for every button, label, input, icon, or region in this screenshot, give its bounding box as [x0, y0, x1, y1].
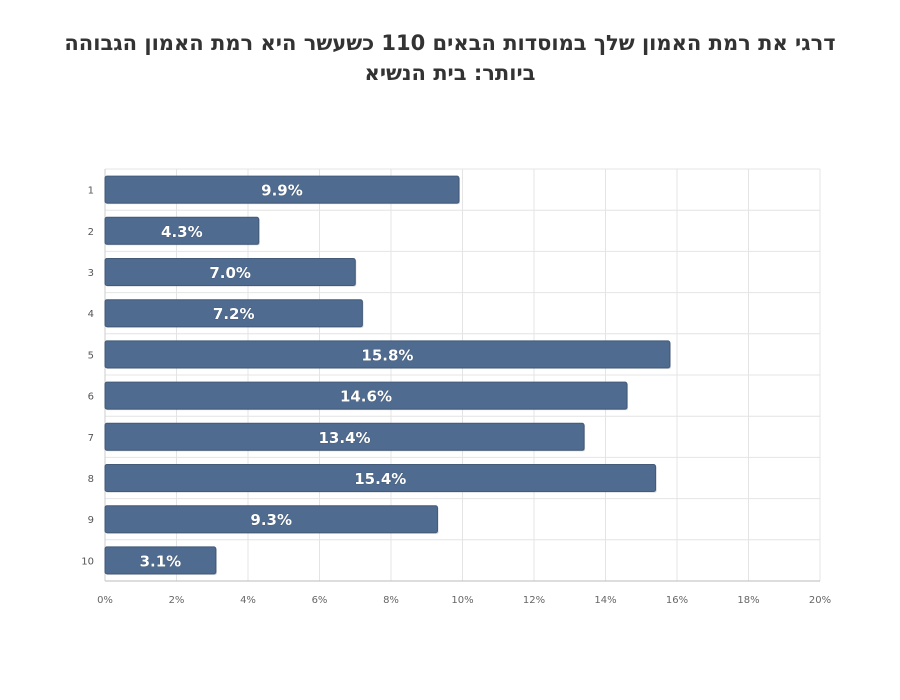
x-tick-label: 10%: [451, 595, 473, 606]
bar-value-label: 7.2%: [213, 305, 255, 323]
y-tick-label: 7: [88, 433, 94, 444]
y-tick-label: 9: [88, 515, 94, 526]
bar-value-label: 15.8%: [361, 346, 413, 364]
bar-value-label: 9.3%: [250, 511, 292, 529]
y-tick-label: 4: [88, 309, 94, 320]
bar-value-label: 13.4%: [319, 429, 371, 447]
bar: [104, 340, 671, 369]
x-tick-label: 18%: [737, 595, 759, 606]
bar-value-label: 3.1%: [140, 552, 182, 570]
x-tick-label: 8%: [383, 595, 399, 606]
bar-value-label: 9.9%: [261, 182, 303, 200]
bar-value-label: 14.6%: [340, 388, 392, 406]
bar: [104, 546, 217, 575]
x-tick-label: 0%: [97, 595, 113, 606]
bar: [104, 175, 460, 204]
y-tick-label: 8: [88, 474, 94, 485]
y-tick-label: 3: [88, 268, 94, 279]
y-tick-label: 1: [88, 186, 94, 197]
bar-value-label: 4.3%: [161, 223, 203, 241]
bar-value-label: 15.4%: [354, 470, 406, 488]
bar: [104, 299, 363, 328]
y-tick-label: 10: [81, 556, 94, 567]
x-tick-label: 16%: [666, 595, 688, 606]
bar: [104, 381, 628, 410]
x-tick-label: 2%: [169, 595, 185, 606]
bar: [104, 422, 585, 451]
x-tick-label: 14%: [594, 595, 616, 606]
chart-title-line-1: דרגי את רמת האמון שלך במוסדות הבאים 110 …: [64, 31, 836, 55]
x-tick-label: 12%: [523, 595, 545, 606]
bar: [104, 216, 260, 245]
x-tick-label: 6%: [312, 595, 328, 606]
bar-value-label: 7.0%: [209, 264, 251, 282]
chart-title: דרגי את רמת האמון שלך במוסדות הבאים 110 …: [0, 28, 900, 88]
x-tick-label: 4%: [240, 595, 256, 606]
y-tick-label: 2: [88, 227, 94, 238]
chart-title-line-2: ביותר: בית הנשיא: [364, 61, 536, 85]
y-tick-label: 5: [88, 350, 94, 361]
bar: [104, 505, 438, 534]
x-tick-label: 20%: [809, 595, 831, 606]
y-tick-label: 6: [88, 392, 94, 403]
bar: [104, 258, 356, 286]
bar: [104, 464, 657, 492]
